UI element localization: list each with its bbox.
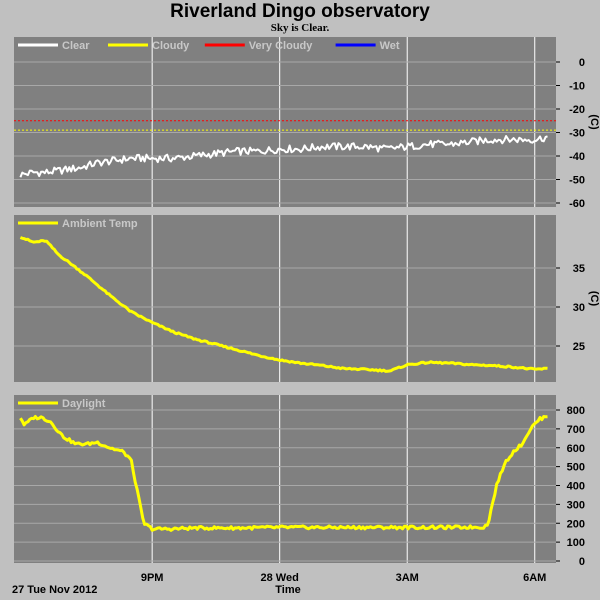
series-line	[19, 236, 548, 373]
y-tick-label: 400	[567, 481, 585, 493]
page-title: Riverland Dingo observatory	[170, 1, 430, 22]
y-tick-label: 200	[567, 518, 585, 530]
x-tick-label: 9PM	[141, 572, 164, 584]
panel-1: 0 -10 -20 -30 -40 -50 -60 Clear Cloudy Very Cloud…	[14, 37, 600, 210]
y-tick-label: 600	[567, 443, 585, 455]
y-tick-label: 300	[567, 499, 585, 511]
y-tick-label: -60	[569, 198, 585, 210]
y-tick-label: -10	[569, 81, 585, 93]
legend-label: Cloudy	[152, 40, 190, 52]
plot-background	[14, 395, 556, 563]
y-tick-label: 800	[567, 405, 585, 417]
series-line	[19, 415, 548, 532]
y-axis-label: (C)	[588, 291, 600, 307]
plot-background	[14, 37, 556, 207]
y-axis-label: (C)	[588, 114, 600, 130]
legend-label: Clear	[62, 40, 90, 52]
y-tick-label: 30	[573, 302, 585, 314]
x-axis-title: Time	[275, 584, 300, 596]
start-date-label: 27 Tue Nov 2012	[12, 584, 97, 596]
y-tick-label: -30	[569, 128, 585, 140]
y-tick-label: 0	[579, 57, 585, 69]
y-tick-label: 25	[573, 341, 585, 353]
legend-label: Ambient Temp	[62, 218, 138, 230]
y-tick-label: 0	[579, 556, 585, 568]
y-tick-label: 35	[573, 263, 585, 275]
legend-label: Daylight	[62, 398, 106, 410]
x-tick-label: 3AM	[396, 572, 419, 584]
x-tick-label: 28 Wed	[261, 572, 299, 584]
sky-status: Sky is Clear.	[270, 22, 330, 34]
y-tick-label: -40	[569, 151, 585, 163]
series-line	[19, 135, 548, 178]
y-tick-label: 500	[567, 462, 585, 474]
legend-label: Very Cloudy	[249, 40, 313, 52]
y-tick-label: -20	[569, 104, 585, 116]
panel-2: 25 30 35 Ambient Temp (C)	[14, 215, 600, 382]
plot-background	[14, 215, 556, 382]
legend-label: Wet	[380, 40, 400, 52]
y-tick-label: -50	[569, 175, 585, 187]
panel-3: 0 100 200 300 400 500 600 700 800 Daylight 9PM 28 W…	[14, 395, 585, 584]
y-tick-label: 100	[567, 537, 585, 549]
y-tick-label: 700	[567, 424, 585, 436]
x-tick-label: 6AM	[523, 572, 546, 584]
